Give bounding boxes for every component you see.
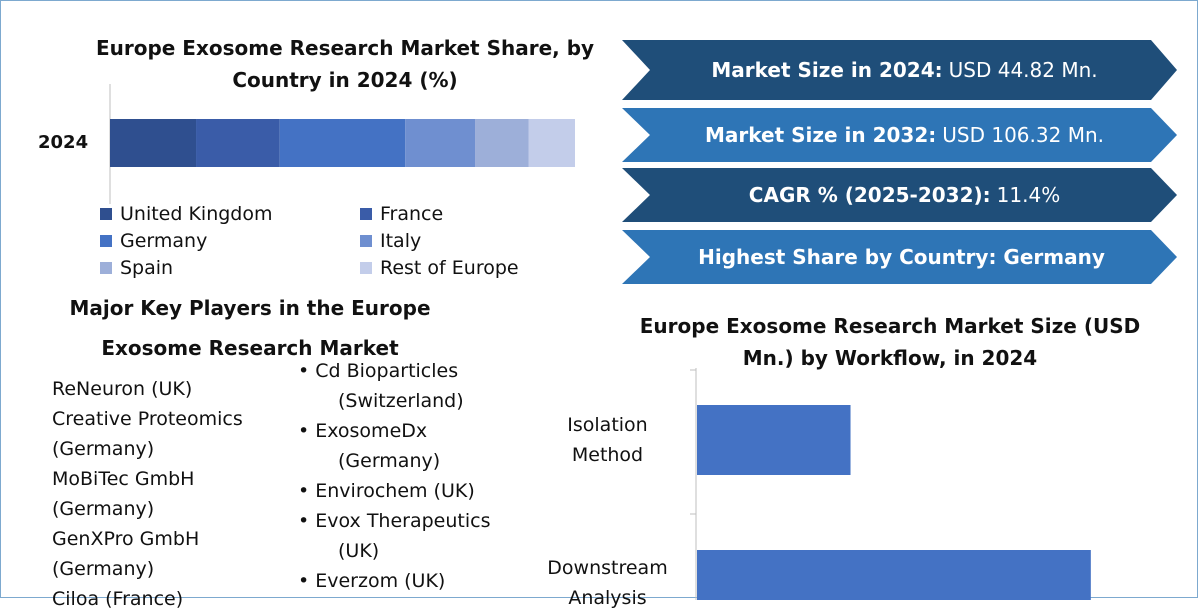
key-player-item: • Cd Bioparticles — [298, 360, 459, 382]
workflow-category-label-line: Downstream — [547, 557, 668, 579]
legend-swatch — [100, 208, 112, 220]
stat-banner: CAGR % (2025-2032): 11.4% — [622, 168, 1177, 222]
banner-shape — [622, 108, 1177, 162]
banner-label: Market Size in 2024: — [711, 58, 943, 82]
image-frame — [0, 0, 1198, 598]
legend-item: Rest of Europe — [360, 256, 519, 280]
stacked-segment-spain — [475, 119, 529, 167]
key-players-left-list: ReNeuron (UK) Creative Proteomics (Germany… — [52, 374, 243, 614]
banner-shape — [622, 230, 1177, 284]
key-player-line: Creative Proteomics — [52, 408, 243, 430]
legend-item: Italy — [360, 229, 421, 253]
legend-label: Spain — [120, 257, 174, 279]
key-player-item: • Everzom (UK) — [298, 570, 446, 592]
key-player-line: (Germany) — [52, 558, 155, 580]
workflow-chart-title: Europe Exosome Research Market Size (USD… — [639, 314, 1141, 370]
legend-swatch — [360, 262, 372, 274]
workflow-category-label-line: Method — [571, 444, 644, 466]
legend-item: Spain — [100, 256, 173, 280]
key-player-line: ReNeuron (UK) — [52, 378, 193, 400]
legend-label: France — [380, 203, 444, 225]
workflow-bar-downstream-analysis — [697, 550, 1091, 600]
legend-item: France — [360, 202, 443, 226]
key-players-right-list: • Cd Bioparticles (Switzerland) • ExosomeD… — [298, 356, 490, 596]
key-player-item-country: (Switzerland) — [338, 390, 464, 412]
stacked-bar-chart — [109, 84, 575, 204]
key-player-item-country: (UK) — [338, 540, 380, 562]
key-player-line: Ciloa (France) — [52, 588, 184, 610]
stat-banner: Highest Share by Country: Germany — [622, 230, 1177, 284]
key-players-title-line2: Exosome Research Market — [101, 336, 399, 360]
key-player-line: (Germany) — [52, 498, 155, 520]
legend-swatch — [100, 262, 112, 274]
legend-swatch — [360, 235, 372, 247]
stacked-segment-rest-of-europe — [528, 119, 575, 167]
legend-label: Germany — [120, 230, 208, 252]
key-player-line: GenXPro GmbH — [52, 528, 200, 550]
key-player-item: • Envirochem (UK) — [298, 480, 475, 502]
key-player-line: MoBiTec GmbH — [52, 468, 195, 490]
key-player-item: • Evox Therapeutics — [298, 510, 491, 532]
workflow-bar-chart — [690, 368, 1091, 600]
legend-label: Italy — [380, 230, 422, 252]
banner-label: Market Size in 2032: — [705, 123, 937, 147]
legend-label: United Kingdom — [120, 203, 273, 225]
key-players-title-line1: Major Key Players in the Europe — [69, 296, 431, 320]
stat-banner: Market Size in 2024: USD 44.82 Mn. — [622, 40, 1177, 100]
stacked-segment-germany — [279, 119, 406, 167]
banner-label: CAGR % (2025-2032): — [748, 183, 991, 207]
workflow-bar-isolation-method — [697, 405, 851, 475]
legend-item: United Kingdom — [100, 202, 273, 226]
legend-label: Rest of Europe — [380, 257, 519, 279]
key-players-title: Major Key Players in the Europe Exosome … — [40, 288, 460, 368]
banner-value: USD 44.82 Mn. — [948, 58, 1098, 82]
legend-swatch — [100, 235, 112, 247]
legend-swatch — [360, 208, 372, 220]
banner-value: 11.4% — [996, 183, 1061, 207]
stacked-segment-italy — [405, 119, 476, 167]
key-player-item-country: (Germany) — [338, 450, 441, 472]
banner-shape — [622, 40, 1177, 100]
workflow-category-label: Isolation Method — [530, 410, 685, 470]
key-player-line: (Germany) — [52, 438, 155, 460]
banner-shape — [622, 168, 1177, 222]
legend-item: Germany — [100, 229, 207, 253]
stacked-category-label: 2024 — [38, 132, 89, 153]
workflow-category-label: Downstream Analysis — [530, 553, 685, 613]
stacked-segment-united-kingdom — [110, 119, 197, 167]
banner-label: Highest Share by Country: Germany — [698, 245, 1105, 269]
workflow-category-label-line: Isolation — [567, 414, 648, 436]
stat-banner: Market Size in 2032: USD 106.32 Mn. — [622, 108, 1177, 162]
stacked-chart-title: Europe Exosome Research Market Share, by… — [95, 36, 595, 92]
banner-value: USD 106.32 Mn. — [942, 123, 1104, 147]
stacked-segment-france — [196, 119, 280, 167]
workflow-category-label-line: Analysis — [568, 587, 647, 609]
key-player-item: • ExosomeDx — [298, 420, 428, 442]
